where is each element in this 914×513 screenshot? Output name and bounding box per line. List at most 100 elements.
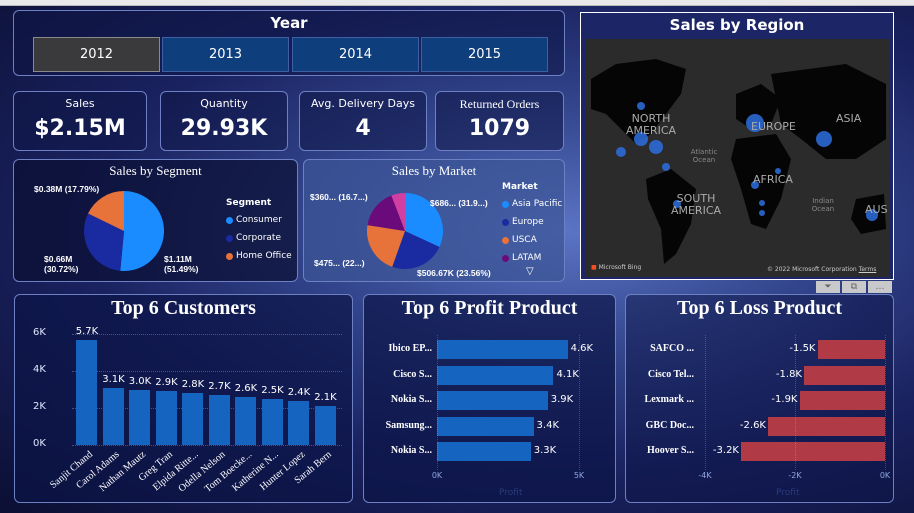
pie-slice-europe[interactable] xyxy=(392,231,440,269)
map-label-south-america: SOUTH AMERICA xyxy=(670,192,722,217)
legend-item[interactable]: Home Office xyxy=(226,247,292,265)
legend-label: Europe xyxy=(512,217,544,227)
market-legend: Market Asia Pacific Europe USCA LATAM xyxy=(502,182,562,267)
map-label-asia: ASIA xyxy=(836,112,862,125)
slice-label-consumer: $1.11M (51.49%) xyxy=(164,254,199,274)
pie-slice-other[interactable] xyxy=(391,193,405,231)
y-tick-label: 6K xyxy=(33,327,46,338)
data-label: 2.4K xyxy=(287,386,311,398)
bar[interactable] xyxy=(804,365,885,385)
slice-label-home-office: $0.38M (17.79%) xyxy=(34,184,100,194)
pie-slice-usca[interactable] xyxy=(367,225,405,267)
year-2013-button[interactable]: 2013 xyxy=(162,37,289,72)
year-2014-button[interactable]: 2014 xyxy=(292,37,419,72)
legend-item[interactable]: USCA xyxy=(502,231,562,249)
gridline xyxy=(72,334,342,335)
data-label: 2.8K xyxy=(181,379,205,391)
world-map[interactable] xyxy=(586,39,889,277)
gridline xyxy=(72,371,342,372)
data-label: 3.3K xyxy=(533,445,557,456)
segment-legend: Segment Consumer Corporate Home Office xyxy=(226,198,292,265)
y-category-label: Hoover S... xyxy=(646,445,694,456)
kpi-avg-delivery-days: Avg. Delivery Days 4 xyxy=(299,91,427,151)
bar[interactable] xyxy=(182,393,203,445)
chart-title: Top 6 Customers xyxy=(111,297,256,319)
legend-item[interactable]: Asia Pacific xyxy=(502,195,562,213)
focus-mode-icon[interactable]: ⧉ xyxy=(842,281,866,293)
bar[interactable] xyxy=(129,389,150,445)
kpi-returned-orders: Returned Orders 1079 xyxy=(435,91,564,151)
data-label: -3.2K xyxy=(712,445,739,456)
map-label-indian: Indian Ocean xyxy=(811,197,835,213)
legend-dot-icon xyxy=(226,216,233,224)
pie-slice-home-office[interactable] xyxy=(88,191,124,231)
bar[interactable] xyxy=(437,340,568,359)
bar[interactable] xyxy=(768,416,885,436)
legend-item[interactable]: LATAM xyxy=(502,249,562,267)
y-category-label: Nokia S... xyxy=(390,445,432,456)
slice-label-europe: $506.67K (23.56%) xyxy=(417,268,491,278)
year-2012-button[interactable]: 2012 xyxy=(33,37,160,72)
sales-by-market-chart: Sales by Market $360... (16.7...) $686..… xyxy=(303,159,565,282)
legend-dot-icon xyxy=(502,200,509,208)
kpi-value: 29.93K xyxy=(180,116,268,141)
legend-item[interactable]: Corporate xyxy=(226,229,292,247)
bar[interactable] xyxy=(437,391,548,410)
legend-dot-icon xyxy=(226,234,233,242)
bar[interactable] xyxy=(741,442,885,461)
pie-slice-corporate[interactable] xyxy=(84,213,124,271)
top-profit-product-chart: Top 6 Profit Product Ibico EP... 4.6K Cisc… xyxy=(363,294,616,503)
data-label: 4.6K xyxy=(570,343,594,354)
data-label: -1.5K xyxy=(789,343,816,354)
market-pie xyxy=(367,193,443,269)
bar[interactable] xyxy=(76,339,97,445)
gridline xyxy=(72,445,342,446)
legend-title: Segment xyxy=(226,198,272,208)
terms-link[interactable]: Terms xyxy=(858,266,877,273)
bar[interactable] xyxy=(261,398,283,445)
pie-slice-asia-pacific[interactable] xyxy=(405,193,443,247)
filter-icon[interactable]: ⏷ xyxy=(816,281,840,293)
data-label: 4.1K xyxy=(556,368,579,380)
bar[interactable] xyxy=(437,442,531,461)
x-axis-title: Profit xyxy=(776,488,800,498)
kpi-label: Returned Orders xyxy=(459,97,540,111)
slice-label-corporate: $0.66M (30.72%) xyxy=(44,254,79,274)
legend-item[interactable]: Europe xyxy=(502,213,562,231)
bar[interactable] xyxy=(102,387,124,445)
bar[interactable] xyxy=(437,365,554,385)
data-label: 3.1K xyxy=(102,373,125,385)
bar[interactable] xyxy=(314,406,336,445)
bar[interactable] xyxy=(799,391,885,410)
legend-dot-icon xyxy=(502,254,509,262)
legend-label: Consumer xyxy=(236,215,282,225)
legend-scroll-down-icon[interactable]: ▽ xyxy=(526,266,534,277)
more-options-icon[interactable]: … xyxy=(868,281,892,293)
data-label: 3.0K xyxy=(128,375,152,387)
bar[interactable] xyxy=(235,396,256,445)
map-label-africa: AFRICA xyxy=(753,173,793,186)
data-label: 2.7K xyxy=(208,381,231,393)
kpi-label: Sales xyxy=(65,97,95,110)
x-axis-title: Profit xyxy=(499,488,523,498)
legend-item[interactable]: Consumer xyxy=(226,211,292,229)
bar[interactable] xyxy=(437,416,534,436)
x-tick-label: -4K xyxy=(698,471,712,480)
top-customers-chart: Top 6 Customers 0K 2K 4K 6K 5.7K Sanjit Chand… xyxy=(14,294,353,503)
legend-label: Asia Pacific xyxy=(512,199,563,209)
bar[interactable] xyxy=(817,340,885,359)
year-2015-button[interactable]: 2015 xyxy=(421,37,548,72)
y-category-label: SAFCO ... xyxy=(650,343,694,354)
slice-label-latam: $360... (16.7...) xyxy=(310,192,368,202)
segment-pie xyxy=(84,191,164,271)
kpi-value: 1079 xyxy=(468,116,531,141)
pie-slice-latam[interactable] xyxy=(367,195,405,231)
legend-label: USCA xyxy=(512,235,537,245)
bar[interactable] xyxy=(155,391,177,445)
bar[interactable] xyxy=(208,395,230,445)
chart-title: Sales by Market xyxy=(391,163,477,178)
kpi-label: Avg. Delivery Days xyxy=(311,97,415,110)
bar[interactable] xyxy=(288,400,309,445)
pie-slice-consumer[interactable] xyxy=(120,191,164,271)
top-header-strip xyxy=(0,0,914,6)
